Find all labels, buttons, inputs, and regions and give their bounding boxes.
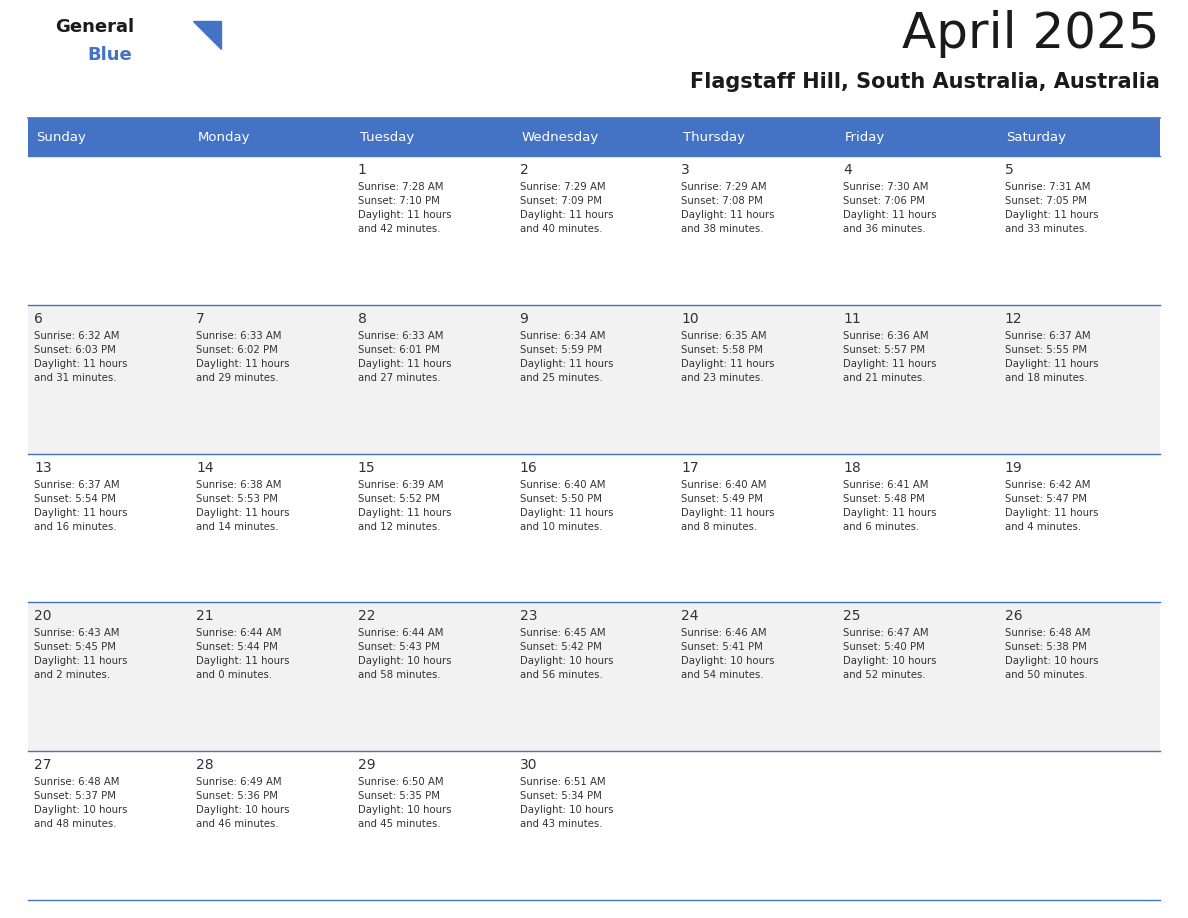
Text: 11: 11 xyxy=(843,312,861,326)
Text: 22: 22 xyxy=(358,610,375,623)
Text: Sunrise: 6:45 AM
Sunset: 5:42 PM
Daylight: 10 hours
and 56 minutes.: Sunrise: 6:45 AM Sunset: 5:42 PM Dayligh… xyxy=(519,629,613,680)
Text: Sunrise: 6:48 AM
Sunset: 5:37 PM
Daylight: 10 hours
and 48 minutes.: Sunrise: 6:48 AM Sunset: 5:37 PM Dayligh… xyxy=(34,778,128,829)
Text: 23: 23 xyxy=(519,610,537,623)
Text: 26: 26 xyxy=(1005,610,1023,623)
Bar xyxy=(675,118,836,156)
Text: 16: 16 xyxy=(519,461,537,475)
Text: 14: 14 xyxy=(196,461,214,475)
Text: 21: 21 xyxy=(196,610,214,623)
Text: Sunrise: 7:31 AM
Sunset: 7:05 PM
Daylight: 11 hours
and 33 minutes.: Sunrise: 7:31 AM Sunset: 7:05 PM Dayligh… xyxy=(1005,182,1098,234)
Text: Sunrise: 6:48 AM
Sunset: 5:38 PM
Daylight: 10 hours
and 50 minutes.: Sunrise: 6:48 AM Sunset: 5:38 PM Dayligh… xyxy=(1005,629,1098,680)
Text: April 2025: April 2025 xyxy=(903,10,1159,58)
Text: 28: 28 xyxy=(196,758,214,772)
Text: Saturday: Saturday xyxy=(1006,130,1067,143)
Text: Sunrise: 6:51 AM
Sunset: 5:34 PM
Daylight: 10 hours
and 43 minutes.: Sunrise: 6:51 AM Sunset: 5:34 PM Dayligh… xyxy=(519,778,613,829)
Text: 27: 27 xyxy=(34,758,52,772)
Text: Sunrise: 6:42 AM
Sunset: 5:47 PM
Daylight: 11 hours
and 4 minutes.: Sunrise: 6:42 AM Sunset: 5:47 PM Dayligh… xyxy=(1005,479,1098,532)
Text: 30: 30 xyxy=(519,758,537,772)
Text: Sunrise: 6:35 AM
Sunset: 5:58 PM
Daylight: 11 hours
and 23 minutes.: Sunrise: 6:35 AM Sunset: 5:58 PM Dayligh… xyxy=(682,330,775,383)
Bar xyxy=(29,602,1159,751)
Bar xyxy=(29,156,1159,305)
Bar xyxy=(29,751,1159,900)
Text: Sunrise: 6:39 AM
Sunset: 5:52 PM
Daylight: 11 hours
and 12 minutes.: Sunrise: 6:39 AM Sunset: 5:52 PM Dayligh… xyxy=(358,479,451,532)
Text: Sunrise: 6:32 AM
Sunset: 6:03 PM
Daylight: 11 hours
and 31 minutes.: Sunrise: 6:32 AM Sunset: 6:03 PM Dayligh… xyxy=(34,330,128,383)
Text: Monday: Monday xyxy=(197,130,251,143)
Bar xyxy=(836,118,998,156)
Text: Sunrise: 6:44 AM
Sunset: 5:43 PM
Daylight: 10 hours
and 58 minutes.: Sunrise: 6:44 AM Sunset: 5:43 PM Dayligh… xyxy=(358,629,451,680)
Text: 29: 29 xyxy=(358,758,375,772)
Text: Sunrise: 6:33 AM
Sunset: 6:01 PM
Daylight: 11 hours
and 27 minutes.: Sunrise: 6:33 AM Sunset: 6:01 PM Dayligh… xyxy=(358,330,451,383)
Text: 24: 24 xyxy=(682,610,699,623)
Bar xyxy=(29,118,190,156)
Text: 1: 1 xyxy=(358,163,367,177)
Text: Sunday: Sunday xyxy=(36,130,86,143)
Text: Sunrise: 6:44 AM
Sunset: 5:44 PM
Daylight: 11 hours
and 0 minutes.: Sunrise: 6:44 AM Sunset: 5:44 PM Dayligh… xyxy=(196,629,290,680)
Bar xyxy=(29,305,1159,453)
Text: Sunrise: 6:43 AM
Sunset: 5:45 PM
Daylight: 11 hours
and 2 minutes.: Sunrise: 6:43 AM Sunset: 5:45 PM Dayligh… xyxy=(34,629,128,680)
Text: 15: 15 xyxy=(358,461,375,475)
Text: Sunrise: 6:33 AM
Sunset: 6:02 PM
Daylight: 11 hours
and 29 minutes.: Sunrise: 6:33 AM Sunset: 6:02 PM Dayligh… xyxy=(196,330,290,383)
Text: Sunrise: 6:37 AM
Sunset: 5:54 PM
Daylight: 11 hours
and 16 minutes.: Sunrise: 6:37 AM Sunset: 5:54 PM Dayligh… xyxy=(34,479,128,532)
Text: 19: 19 xyxy=(1005,461,1023,475)
Text: 3: 3 xyxy=(682,163,690,177)
Text: Tuesday: Tuesday xyxy=(360,130,413,143)
Polygon shape xyxy=(192,21,221,49)
Bar xyxy=(998,118,1159,156)
Text: Sunrise: 6:47 AM
Sunset: 5:40 PM
Daylight: 10 hours
and 52 minutes.: Sunrise: 6:47 AM Sunset: 5:40 PM Dayligh… xyxy=(843,629,936,680)
Text: Sunrise: 6:34 AM
Sunset: 5:59 PM
Daylight: 11 hours
and 25 minutes.: Sunrise: 6:34 AM Sunset: 5:59 PM Dayligh… xyxy=(519,330,613,383)
Text: 4: 4 xyxy=(843,163,852,177)
Text: Blue: Blue xyxy=(87,46,132,64)
Text: 25: 25 xyxy=(843,610,860,623)
Text: Sunrise: 6:37 AM
Sunset: 5:55 PM
Daylight: 11 hours
and 18 minutes.: Sunrise: 6:37 AM Sunset: 5:55 PM Dayligh… xyxy=(1005,330,1098,383)
Text: Sunrise: 6:41 AM
Sunset: 5:48 PM
Daylight: 11 hours
and 6 minutes.: Sunrise: 6:41 AM Sunset: 5:48 PM Dayligh… xyxy=(843,479,936,532)
Text: Sunrise: 6:40 AM
Sunset: 5:49 PM
Daylight: 11 hours
and 8 minutes.: Sunrise: 6:40 AM Sunset: 5:49 PM Dayligh… xyxy=(682,479,775,532)
Text: 18: 18 xyxy=(843,461,861,475)
Text: 8: 8 xyxy=(358,312,367,326)
Text: Sunrise: 6:36 AM
Sunset: 5:57 PM
Daylight: 11 hours
and 21 minutes.: Sunrise: 6:36 AM Sunset: 5:57 PM Dayligh… xyxy=(843,330,936,383)
Text: Sunrise: 6:49 AM
Sunset: 5:36 PM
Daylight: 10 hours
and 46 minutes.: Sunrise: 6:49 AM Sunset: 5:36 PM Dayligh… xyxy=(196,778,290,829)
Text: 13: 13 xyxy=(34,461,52,475)
Bar xyxy=(190,118,352,156)
Text: 2: 2 xyxy=(519,163,529,177)
Text: Sunrise: 7:28 AM
Sunset: 7:10 PM
Daylight: 11 hours
and 42 minutes.: Sunrise: 7:28 AM Sunset: 7:10 PM Dayligh… xyxy=(358,182,451,234)
Text: Wednesday: Wednesday xyxy=(522,130,599,143)
Text: Sunrise: 6:38 AM
Sunset: 5:53 PM
Daylight: 11 hours
and 14 minutes.: Sunrise: 6:38 AM Sunset: 5:53 PM Dayligh… xyxy=(196,479,290,532)
Text: 10: 10 xyxy=(682,312,699,326)
Text: Sunrise: 7:30 AM
Sunset: 7:06 PM
Daylight: 11 hours
and 36 minutes.: Sunrise: 7:30 AM Sunset: 7:06 PM Dayligh… xyxy=(843,182,936,234)
Text: Sunrise: 7:29 AM
Sunset: 7:09 PM
Daylight: 11 hours
and 40 minutes.: Sunrise: 7:29 AM Sunset: 7:09 PM Dayligh… xyxy=(519,182,613,234)
Text: 20: 20 xyxy=(34,610,52,623)
Text: 5: 5 xyxy=(1005,163,1013,177)
Text: Sunrise: 6:40 AM
Sunset: 5:50 PM
Daylight: 11 hours
and 10 minutes.: Sunrise: 6:40 AM Sunset: 5:50 PM Dayligh… xyxy=(519,479,613,532)
Text: Friday: Friday xyxy=(845,130,885,143)
Text: Sunrise: 6:46 AM
Sunset: 5:41 PM
Daylight: 10 hours
and 54 minutes.: Sunrise: 6:46 AM Sunset: 5:41 PM Dayligh… xyxy=(682,629,775,680)
Text: Sunrise: 6:50 AM
Sunset: 5:35 PM
Daylight: 10 hours
and 45 minutes.: Sunrise: 6:50 AM Sunset: 5:35 PM Dayligh… xyxy=(358,778,451,829)
Text: Thursday: Thursday xyxy=(683,130,745,143)
Text: 12: 12 xyxy=(1005,312,1023,326)
Bar xyxy=(352,118,513,156)
Text: Sunrise: 7:29 AM
Sunset: 7:08 PM
Daylight: 11 hours
and 38 minutes.: Sunrise: 7:29 AM Sunset: 7:08 PM Dayligh… xyxy=(682,182,775,234)
Bar xyxy=(513,118,675,156)
Text: 7: 7 xyxy=(196,312,206,326)
Text: General: General xyxy=(55,18,134,36)
Text: 17: 17 xyxy=(682,461,699,475)
Text: Flagstaff Hill, South Australia, Australia: Flagstaff Hill, South Australia, Austral… xyxy=(690,72,1159,92)
Bar xyxy=(29,453,1159,602)
Text: 9: 9 xyxy=(519,312,529,326)
Text: 6: 6 xyxy=(34,312,43,326)
